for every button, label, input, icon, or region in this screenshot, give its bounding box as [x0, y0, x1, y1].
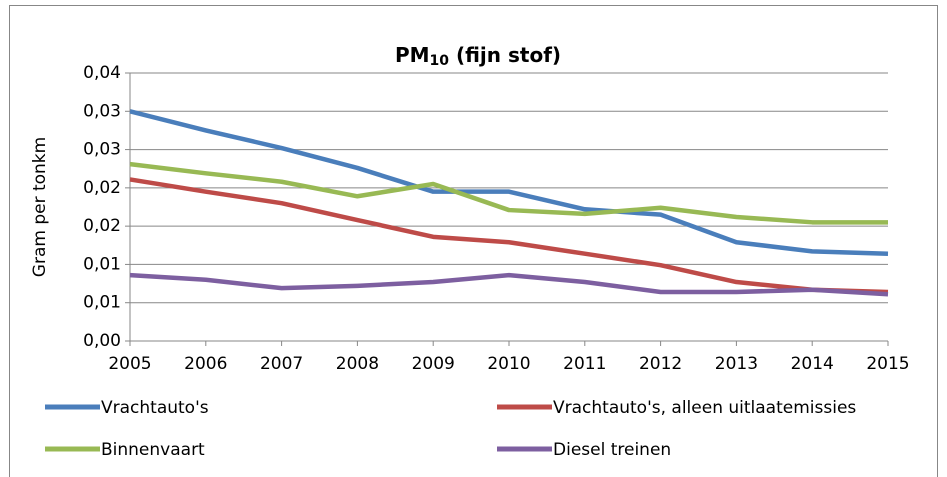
- y-tick-label: 0,01: [83, 293, 121, 313]
- y-tick-label: 0,03: [83, 140, 121, 160]
- title-suffix: (fijn stof): [449, 43, 561, 67]
- x-tick-label: 2012: [639, 354, 682, 374]
- legend-label: Vrachtauto's: [101, 398, 209, 418]
- series-line: [129, 161, 888, 225]
- legend-label: Vrachtauto's, alleen uitlaatemissies: [553, 398, 856, 418]
- title-subscript: 10: [430, 53, 450, 69]
- legend-label: Binnenvaart: [101, 440, 205, 460]
- y-tick-label: 0,02: [83, 216, 121, 236]
- y-tick-label: 0,04: [83, 63, 121, 83]
- y-tick-label: 0,00: [83, 331, 121, 351]
- x-tick-label: 2013: [715, 354, 758, 374]
- series-line: [129, 109, 889, 256]
- chart-title: PM10 (fijn stof): [395, 43, 561, 70]
- series-line: [129, 177, 889, 295]
- x-tick-label: 2015: [866, 354, 909, 374]
- legend-label: Diesel treinen: [553, 440, 671, 460]
- title-text: PM: [395, 43, 430, 67]
- series-line: [129, 272, 889, 297]
- x-tick-label: 2011: [563, 354, 606, 374]
- x-tick-label: 2005: [108, 354, 151, 374]
- y-tick-label: 0,02: [83, 178, 121, 198]
- x-tick-label: 2009: [412, 354, 455, 374]
- x-tick-label: 2014: [791, 354, 834, 374]
- y-axis-label: Gram per tonkm: [30, 137, 50, 277]
- x-tick-label: 2008: [336, 354, 379, 374]
- y-tick-label: 0,01: [83, 254, 121, 274]
- x-tick-label: 2010: [487, 354, 530, 374]
- y-tick-label: 0,03: [83, 101, 121, 121]
- x-tick-label: 2006: [184, 354, 227, 374]
- x-tick-label: 2007: [260, 354, 303, 374]
